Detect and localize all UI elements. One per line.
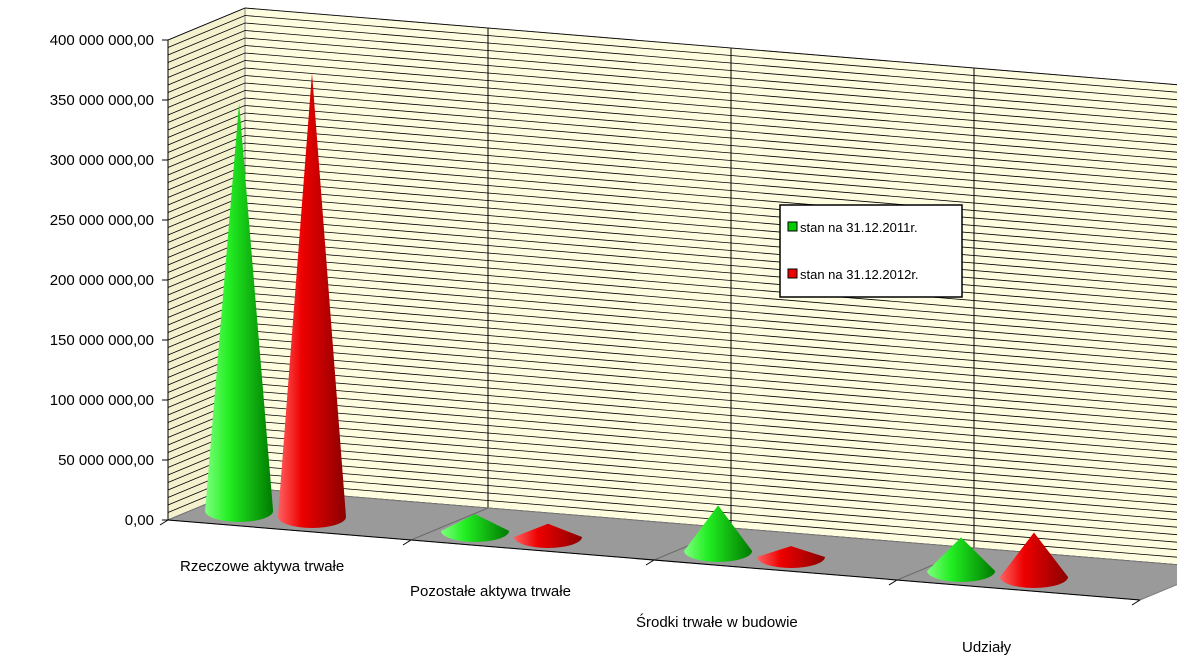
legend-swatch xyxy=(787,268,798,279)
x-tick xyxy=(888,579,898,586)
x-tick xyxy=(1131,599,1141,606)
y-tick-label: 250 000 000,00 xyxy=(50,212,154,229)
y-tick-label: 300 000 000,00 xyxy=(50,152,154,169)
gridline xyxy=(167,150,1177,228)
gridline xyxy=(167,30,1177,108)
gridline xyxy=(167,135,1177,213)
cone-mark xyxy=(513,523,582,548)
y-tick-label: 400 000 000,00 xyxy=(50,32,154,49)
gridline xyxy=(167,52,1177,131)
cone-body xyxy=(441,514,510,542)
x-tick xyxy=(645,559,655,566)
gridline xyxy=(167,37,1177,116)
cone-body xyxy=(756,546,825,568)
x-tick xyxy=(159,519,169,526)
category-label: Udziały xyxy=(962,639,1012,656)
gridline xyxy=(167,22,1177,101)
gridline xyxy=(167,127,1177,206)
back-wall xyxy=(244,7,1177,566)
y-tick-label: 100 000 000,00 xyxy=(50,392,154,409)
gridline xyxy=(167,7,1177,86)
gridline xyxy=(167,75,1177,153)
gridline xyxy=(167,90,1177,168)
x-axis xyxy=(167,519,1141,601)
gridline xyxy=(167,15,1177,93)
cone-body xyxy=(927,537,996,582)
gridline xyxy=(167,45,1177,123)
category-label: Rzeczowe aktywa trwałe xyxy=(180,558,344,575)
x-tick xyxy=(402,539,412,546)
cone-body xyxy=(205,102,274,522)
cone-body xyxy=(684,505,753,562)
cone-mark xyxy=(684,505,753,562)
legend-swatch xyxy=(787,221,798,232)
gridline xyxy=(167,82,1177,161)
cone-mark xyxy=(999,532,1068,588)
cone-mark xyxy=(277,72,346,528)
legend-label: stan na 31.12.2011r. xyxy=(800,220,918,235)
cone-body xyxy=(999,532,1068,588)
cone-mark xyxy=(205,102,274,522)
gridline xyxy=(167,120,1177,198)
legend-label: stan na 31.12.2012r. xyxy=(800,267,919,282)
gridline xyxy=(167,105,1177,183)
y-tick-label: 350 000 000,00 xyxy=(50,92,154,109)
gridline xyxy=(167,142,1177,221)
gridline xyxy=(167,60,1177,138)
y-tick-label: 150 000 000,00 xyxy=(50,332,154,349)
cone-mark xyxy=(441,514,510,542)
floor-separator xyxy=(410,507,489,541)
gridline xyxy=(167,67,1177,146)
cone-mark xyxy=(927,537,996,582)
legend-box xyxy=(779,204,963,298)
y-tick-label: 0,00 xyxy=(125,512,154,529)
y-tick-label: 200 000 000,00 xyxy=(50,272,154,289)
gridline xyxy=(167,112,1177,191)
gridline xyxy=(167,97,1177,176)
category-label: Pozostałe aktywa trwałe xyxy=(410,583,571,600)
y-tick-label: 50 000 000,00 xyxy=(58,452,154,469)
cone-mark xyxy=(756,546,825,568)
cone-body xyxy=(513,523,582,548)
cone-body xyxy=(277,72,346,528)
category-label: Środki trwałe w budowie xyxy=(636,613,798,631)
legend: stan na 31.12.2011r. stan na 31.12.2012r. xyxy=(779,204,963,298)
